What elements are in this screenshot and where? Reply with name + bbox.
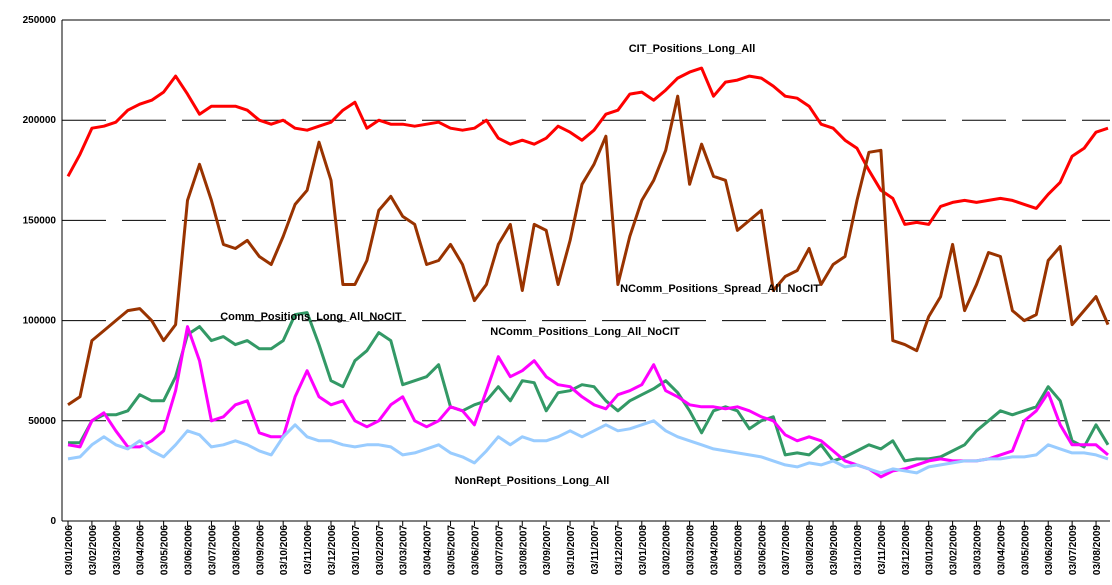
series-label: CIT_Positions_Long_All — [629, 43, 756, 55]
series-line — [68, 311, 1110, 463]
x-tick-label: 03/10/2008 — [853, 525, 864, 575]
x-tick-label: 03/12/2006 — [327, 525, 338, 575]
y-tick-label: 200000 — [23, 115, 57, 126]
x-tick-label: 03/01/2006 — [64, 525, 75, 575]
x-tick-label: 03/02/2008 — [662, 525, 673, 575]
x-tick-label: 03/11/2006 — [303, 525, 314, 575]
x-tick-label: 03/02/2009 — [949, 525, 960, 575]
series-label: NComm_Positions_Long_All_NoCIT — [490, 326, 680, 338]
series-line — [67, 419, 1109, 475]
y-tick-label: 0 — [50, 516, 56, 527]
x-tick-label: 03/03/2008 — [686, 525, 697, 575]
y-tick-label: 250000 — [23, 15, 57, 26]
x-tick-label: 03/09/2008 — [829, 525, 840, 575]
series-line — [66, 66, 1109, 226]
x-tick-label: 03/06/2008 — [757, 525, 768, 575]
x-tick-label: 03/07/2008 — [781, 525, 792, 575]
series-label: Comm_Positions_Long_All_NoCIT — [220, 311, 402, 323]
x-tick-label: 03/04/2006 — [136, 525, 147, 575]
x-tick-label: 03/10/2007 — [566, 525, 577, 575]
x-tick-label: 03/08/2006 — [231, 525, 242, 575]
x-tick-label: 03/08/2009 — [1092, 525, 1103, 575]
x-tick-label: 03/08/2007 — [518, 525, 529, 575]
x-tick-label: 03/08/2008 — [805, 525, 816, 575]
x-tick-label: 03/02/2007 — [375, 525, 386, 575]
x-tick-label: 03/09/2007 — [542, 525, 553, 575]
series-line — [67, 94, 1110, 407]
series-label: NonRept_Positions_Long_All — [455, 475, 610, 487]
x-tick-label: 03/07/2007 — [494, 525, 505, 575]
x-tick-label: 03/05/2006 — [160, 525, 171, 575]
x-tick-label: 03/06/2007 — [470, 525, 481, 575]
y-tick-label: 150000 — [23, 215, 57, 226]
x-tick-label: 03/11/2007 — [590, 525, 601, 575]
x-tick-label: 03/04/2007 — [423, 525, 434, 575]
x-tick-label: 03/01/2007 — [351, 525, 362, 575]
x-tick-label: 03/09/2006 — [255, 525, 266, 575]
x-tick-label: 03/01/2008 — [638, 525, 649, 575]
x-tick-label: 03/04/2008 — [710, 525, 721, 575]
x-tick-label: 03/05/2007 — [447, 525, 458, 575]
y-tick-label: 50000 — [28, 416, 56, 427]
x-tick-label: 03/04/2009 — [996, 525, 1007, 575]
series-line — [67, 325, 1109, 479]
x-tick-label: 03/06/2006 — [184, 525, 195, 575]
y-tick-label: 100000 — [23, 316, 57, 327]
x-tick-label: 03/05/2008 — [733, 525, 744, 575]
x-tick-label: 03/11/2008 — [877, 525, 888, 575]
x-tick-label: 03/06/2009 — [1044, 525, 1055, 575]
x-tick-label: 03/03/2006 — [112, 525, 123, 575]
series-label: NComm_Positions_Spread_All_NoCIT — [620, 283, 820, 295]
x-tick-label: 03/12/2007 — [614, 525, 625, 575]
x-tick-label: 03/01/2009 — [925, 525, 936, 575]
x-tick-label: 03/10/2006 — [279, 525, 290, 575]
x-tick-label: 03/07/2009 — [1068, 525, 1079, 575]
x-tick-label: 03/02/2006 — [88, 525, 99, 575]
x-tick-label: 03/07/2006 — [207, 525, 218, 575]
x-tick-label: 03/05/2009 — [1020, 525, 1031, 575]
x-tick-label: 03/12/2008 — [901, 525, 912, 575]
x-tick-label: 03/03/2009 — [973, 525, 984, 575]
x-tick-label: 03/03/2007 — [399, 525, 410, 575]
